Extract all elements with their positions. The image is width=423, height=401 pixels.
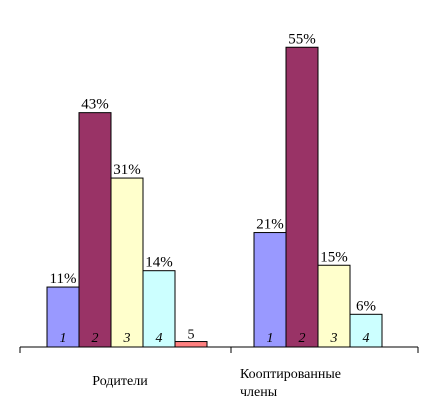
bar-value-label: 43% (81, 97, 109, 113)
bar-index-label: 1 (267, 331, 274, 346)
bar-value-label: 14% (145, 255, 173, 271)
bar-index-label: 5 (188, 328, 195, 343)
bar-index-label: 2 (299, 331, 306, 346)
bar-value-label: 6% (356, 298, 376, 314)
bar-index-label: 3 (330, 331, 338, 346)
category-label: члены (240, 385, 278, 400)
bar-group1-2 (78, 112, 112, 348)
bar-value-label: 55% (288, 31, 316, 47)
bar-group1-1 (46, 286, 80, 348)
bar-group1-3 (110, 177, 144, 348)
category-label: Родители (92, 374, 148, 389)
bar-group1-5 (174, 341, 208, 348)
bar-index-label: 2 (92, 331, 99, 346)
bar-group2-2 (285, 46, 319, 348)
bar-group2-1 (253, 232, 287, 348)
bar-index-label: 1 (60, 331, 67, 346)
bar-index-label: 3 (123, 331, 131, 346)
bar-value-label: 31% (113, 162, 141, 178)
bar-group1-4 (142, 270, 176, 348)
category-label: Коoптированные (240, 367, 341, 382)
bar-value-label: 15% (320, 249, 348, 265)
bar-group2-4 (349, 313, 383, 348)
bar-value-label: 21% (256, 217, 284, 233)
bar-index-label: 4 (363, 331, 370, 346)
bar-value-label: 11% (50, 271, 77, 287)
bar-index-label: 4 (156, 331, 163, 346)
bar-group2-3 (317, 264, 351, 348)
